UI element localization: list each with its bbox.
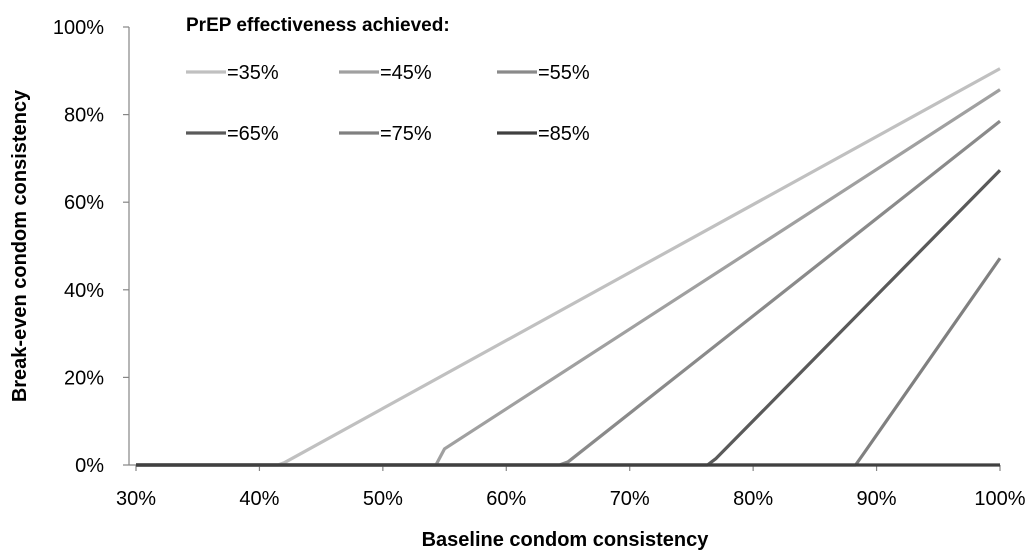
series-lines <box>136 67 1002 467</box>
y-tick-label: 20% <box>64 367 104 389</box>
y-tick-label: 80% <box>64 105 104 127</box>
x-tick-label: 60% <box>486 488 526 510</box>
x-tick-label: 50% <box>363 488 403 510</box>
y-tick-label: 100% <box>53 17 104 39</box>
x-tick-label: 100% <box>974 488 1025 510</box>
ticks: 0% 20% 40% 60% 80% 100% 30% 40% 50% 60% 70% 80% 90% 1… <box>53 17 1026 510</box>
x-tick-label: 80% <box>733 488 773 510</box>
x-tick-label: 40% <box>239 488 279 510</box>
y-axis-title: Break-even condom consistency <box>9 89 31 402</box>
x-tick-label: 70% <box>610 488 650 510</box>
y-tick-label: 40% <box>64 280 104 302</box>
x-tick-label: 30% <box>116 488 156 510</box>
x-tick-label: 90% <box>857 488 897 510</box>
legend-label-2: =45% <box>380 62 432 84</box>
legend-label-3: =55% <box>538 62 590 84</box>
legend-label-4: =65% <box>227 123 279 145</box>
series-line-5 <box>136 257 1002 467</box>
legend-label-5: =75% <box>380 123 432 145</box>
legend-title: PrEP effectiveness achieved: <box>186 15 450 36</box>
legend-label-1: =35% <box>227 62 279 84</box>
series-line-4 <box>136 169 1002 467</box>
legend: PrEP effectiveness achieved: =35% =45% =55… <box>186 15 590 145</box>
x-axis-title: Baseline condom consistency <box>422 529 710 551</box>
axes <box>128 27 1000 466</box>
y-tick-label: 60% <box>64 192 104 214</box>
y-tick-label: 0% <box>75 455 104 477</box>
series-line-2 <box>136 88 1001 467</box>
legend-label-6: =85% <box>538 123 590 145</box>
